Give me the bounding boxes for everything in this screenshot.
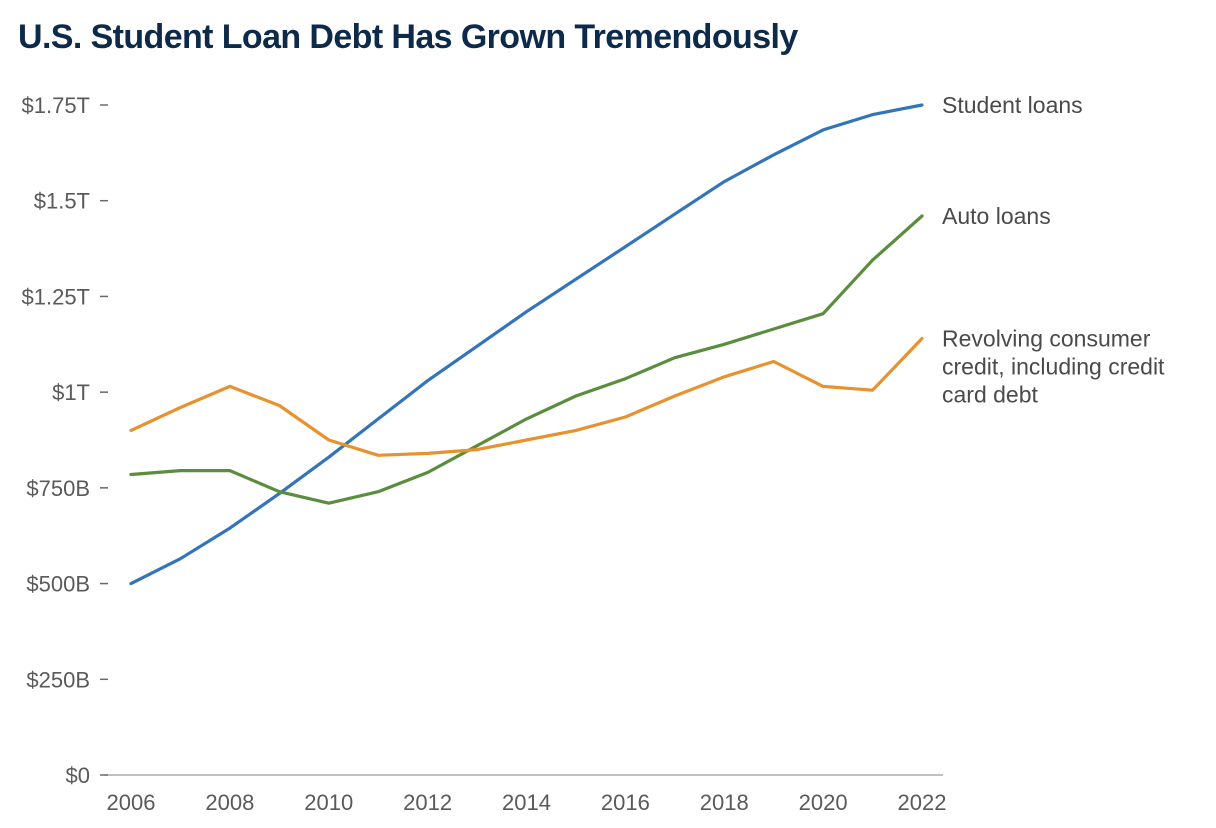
series-label-line: Revolving consumer [942, 326, 1151, 352]
series-line-auto-loans [129, 214, 924, 505]
y-tick-label: $1.75T [22, 93, 91, 118]
x-tick-label: 2018 [700, 790, 749, 815]
series-labels: Student loans Auto loans Revolving consume… [942, 92, 1165, 408]
series-label-revolving-credit: Revolving consumer credit, including cred… [942, 326, 1165, 408]
series-label-line: Auto loans [942, 203, 1051, 229]
x-tick-label: 2020 [799, 790, 848, 815]
chart-title: U.S. Student Loan Debt Has Grown Tremend… [18, 18, 798, 56]
y-tick-label: $1.5T [34, 189, 90, 214]
x-tick-label: 2010 [304, 790, 353, 815]
y-tick-label: $250B [26, 667, 90, 692]
x-tick-label: 2006 [107, 790, 156, 815]
series-label-student-loans: Student loans [942, 92, 1083, 118]
axes: $0 $250B $500B $750B $1T $1.25T $1.5T $1.75T 200… [22, 93, 947, 815]
y-tick-label: $1.25T [22, 284, 91, 309]
y-tick-label: $750B [26, 476, 90, 501]
series-label-auto-loans: Auto loans [942, 203, 1051, 229]
x-tick-label: 2014 [502, 790, 551, 815]
x-tick-label: 2022 [898, 790, 947, 815]
x-tick-label: 2012 [403, 790, 452, 815]
series-line-revolving-credit [129, 336, 924, 457]
y-tick-label: $500B [26, 572, 90, 597]
series-label-line: Student loans [942, 92, 1083, 118]
series-label-line: card debt [942, 382, 1039, 408]
series-lines [129, 103, 924, 586]
y-tick-label: $1T [52, 380, 90, 405]
y-tick-label: $0 [66, 763, 90, 788]
series-line-student-loans [129, 103, 924, 586]
x-tick-label: 2008 [205, 790, 254, 815]
x-tick-label: 2016 [601, 790, 650, 815]
series-label-line: credit, including credit [942, 354, 1165, 380]
